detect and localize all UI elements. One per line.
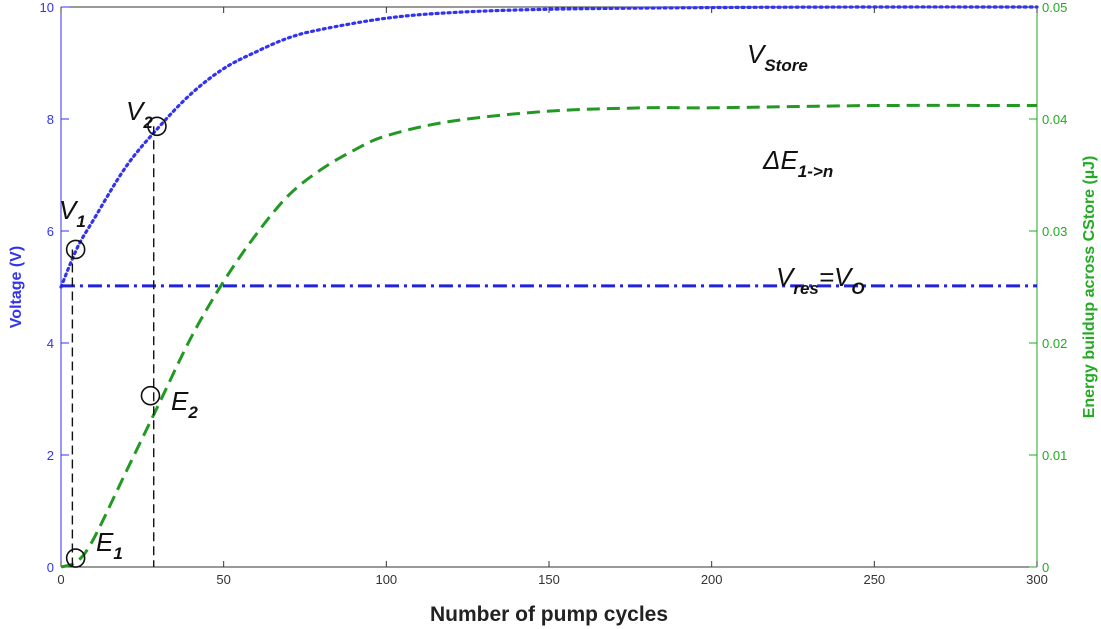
series-layer <box>59 5 1039 569</box>
point-marker <box>65 548 86 568</box>
series-line-0 <box>59 5 1039 289</box>
marker-label-v1: V1 <box>59 195 86 231</box>
x-tick-label: 50 <box>216 572 230 587</box>
series-line-1 <box>60 103 1038 569</box>
y-axis-left-label: Voltage (V) <box>8 246 25 328</box>
y-left-tick-label: 0 <box>47 560 54 575</box>
x-tick-label: 150 <box>538 572 560 587</box>
point-marker <box>140 385 161 406</box>
x-axis-label: Number of pump cycles <box>430 603 668 626</box>
y-left-tick-label: 8 <box>47 112 54 127</box>
series-label-vstore: VStore <box>747 39 808 75</box>
y-right-tick-label: 0 <box>1042 560 1049 575</box>
series-label-delta-e: ΔE1->n <box>762 145 833 181</box>
y-left-tick-label: 6 <box>47 224 54 239</box>
y-axis-right-label: Energy buildup across CStore (µJ) <box>1081 156 1098 419</box>
point-marker <box>65 239 86 260</box>
y-left-tick-label: 2 <box>47 448 54 463</box>
marker-label-e1: E1 <box>96 527 123 563</box>
y-right-tick-label: 0.05 <box>1042 0 1067 15</box>
marker-label-v2: V2 <box>126 96 153 132</box>
x-tick-label: 300 <box>1026 572 1048 587</box>
x-tick-label: 0 <box>57 572 64 587</box>
x-tick-label: 200 <box>701 572 723 587</box>
y-right-tick-label: 0.04 <box>1042 112 1067 127</box>
point-marker <box>147 116 167 137</box>
series-label-vres: Vres=VO <box>776 262 865 298</box>
y-right-tick-label: 0.03 <box>1042 224 1067 239</box>
x-tick-label: 100 <box>375 572 397 587</box>
y-left-tick-label: 4 <box>47 336 54 351</box>
y-left-tick-label: 10 <box>40 0 54 15</box>
labels-layer: VStore ΔE1->n Vres=VO V1 V2 E1 E2 <box>59 39 865 563</box>
y-right-tick-label: 0.02 <box>1042 336 1067 351</box>
x-tick-label: 250 <box>863 572 885 587</box>
axes: 0 50 100 150 200 250 300024681000.010.020.030.… <box>8 0 1098 626</box>
y-right-tick-label: 0.01 <box>1042 448 1067 463</box>
marker-label-e2: E2 <box>171 386 198 422</box>
markers-layer <box>65 116 167 568</box>
